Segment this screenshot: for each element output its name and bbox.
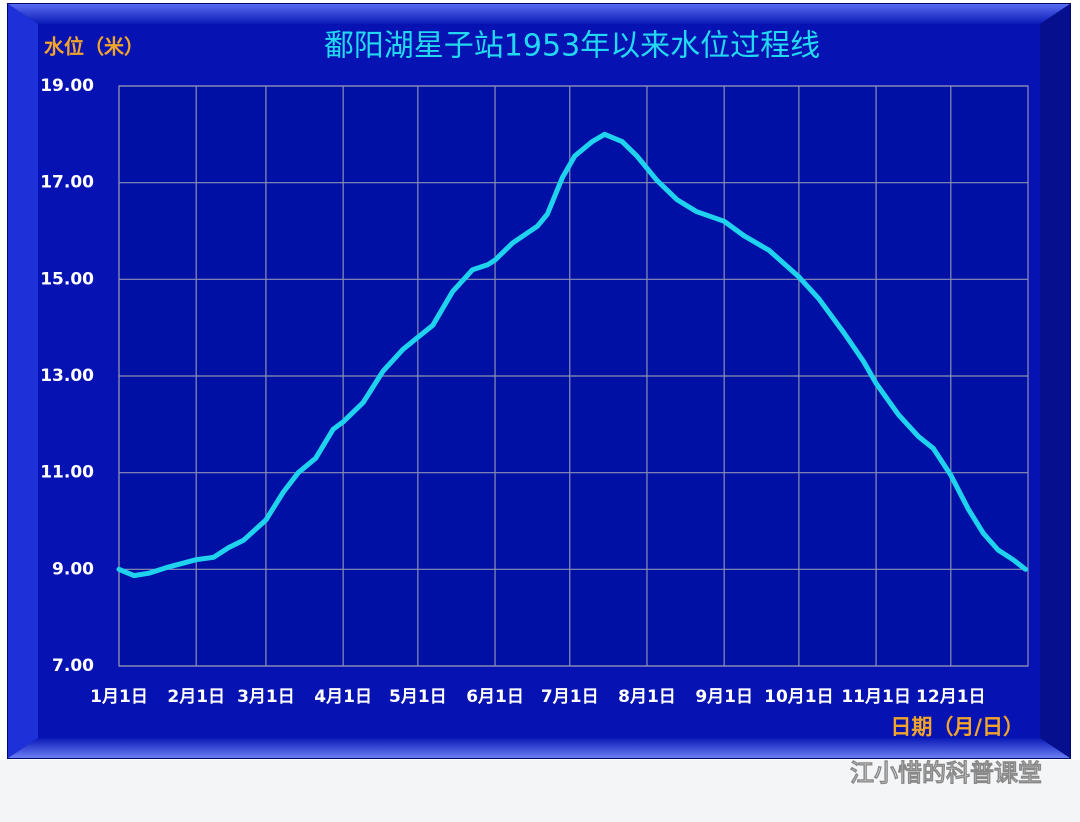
bevel: [8, 4, 38, 758]
data-line: [116, 131, 1028, 579]
y-tick-label: 7.00: [52, 656, 94, 676]
x-tick-label: 6月1日: [466, 687, 524, 707]
y-tick-label: 19.00: [40, 76, 94, 96]
bevel: [8, 738, 1070, 758]
x-tick-label: 2月1日: [167, 687, 225, 707]
y-tick-label: 11.00: [40, 463, 94, 483]
footer-bg: [0, 760, 1080, 822]
y-tick-label: 17.00: [40, 173, 94, 193]
y-tick-label: 13.00: [40, 366, 94, 386]
watermark: 江小惜的科普课堂: [850, 759, 1042, 787]
x-tick-label: 11月1日: [841, 687, 911, 707]
bevel: [8, 4, 1070, 24]
y-tick-label: 15.00: [40, 269, 94, 289]
x-tick-label: 7月1日: [541, 687, 599, 707]
x-tick-label: 10月1日: [764, 687, 834, 707]
chart-title: 鄱阳湖星子站1953年以来水位过程线: [324, 29, 820, 64]
bevel: [1040, 4, 1070, 758]
x-axis-label: 日期（月/日）: [890, 715, 1024, 739]
plot-border: [118, 85, 1029, 667]
x-tick-label: 5月1日: [389, 687, 447, 707]
y-axis-label: 水位（米）: [44, 35, 144, 59]
x-tick-label: 12月1日: [916, 687, 986, 707]
x-tick-label: 1月1日: [90, 687, 148, 707]
x-tick-label: 9月1日: [695, 687, 753, 707]
x-tick-label: 3月1日: [237, 687, 295, 707]
x-tick-label: 4月1日: [314, 687, 372, 707]
y-tick-label: 9.00: [52, 559, 94, 579]
x-tick-label: 8月1日: [618, 687, 676, 707]
